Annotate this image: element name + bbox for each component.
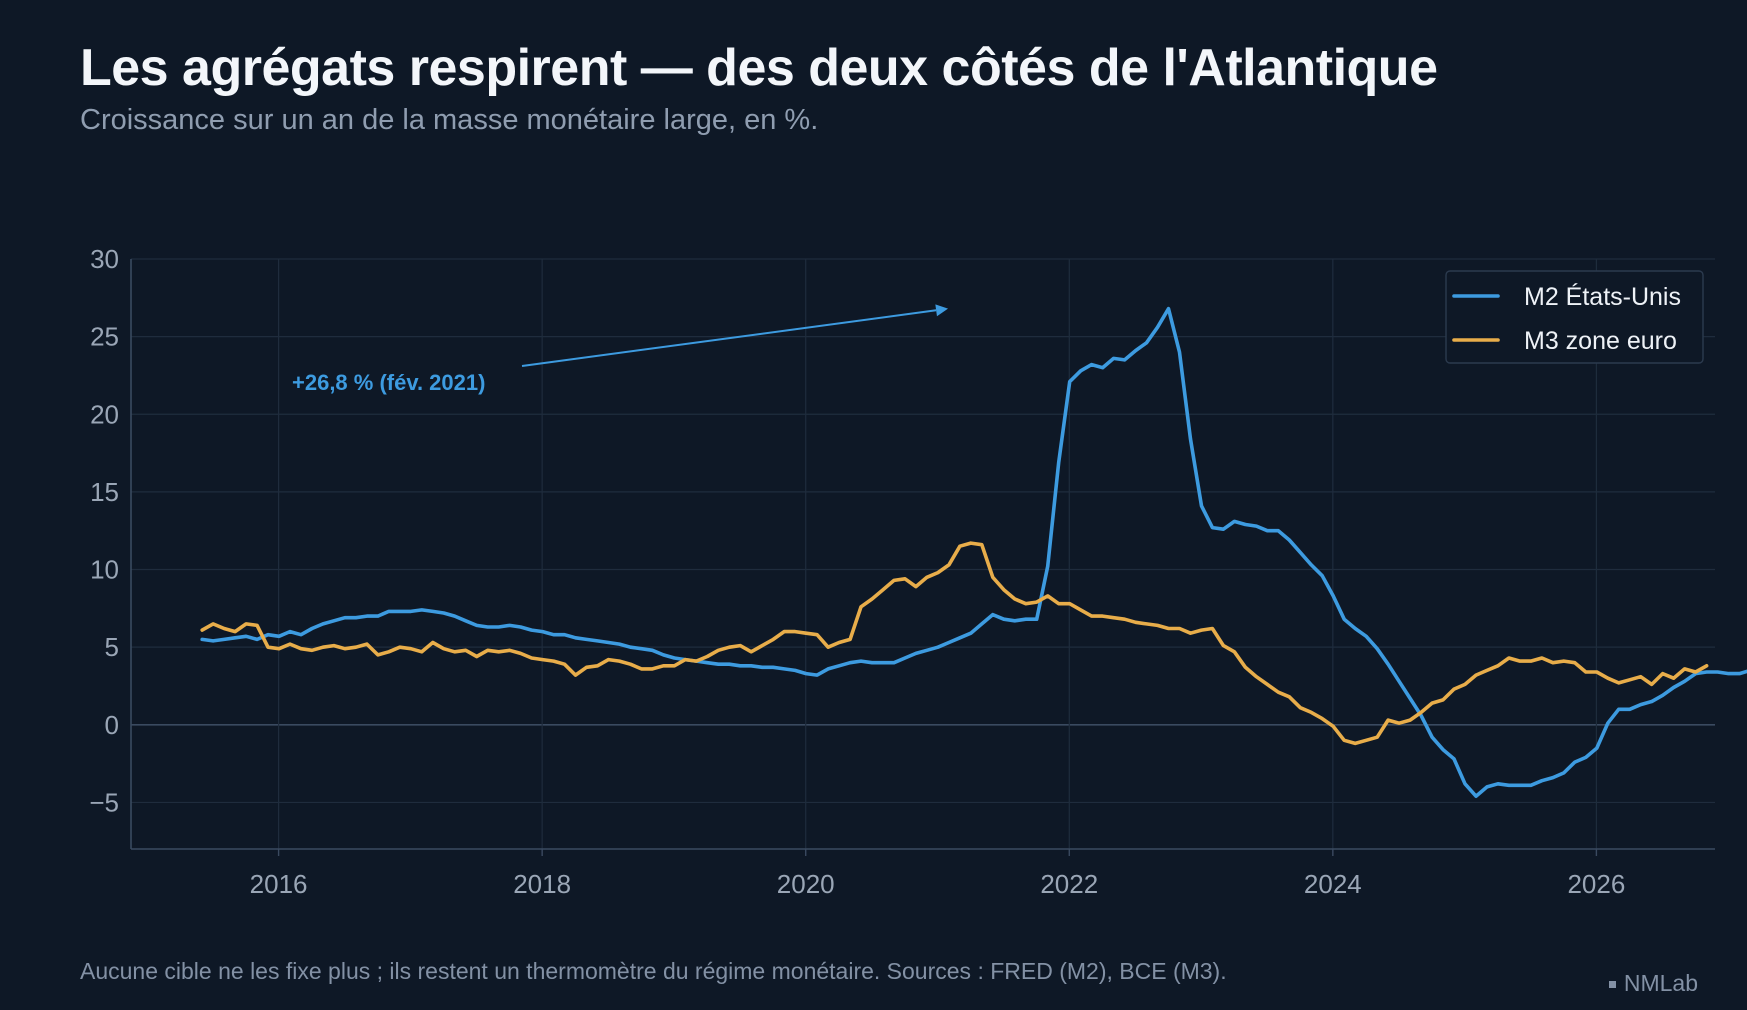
x-tick-label: 2018 [513, 869, 571, 899]
legend: M2 États-Unis M3 zone euro [1445, 270, 1704, 364]
annotation-arrow-line [521, 309, 937, 367]
series-line-m2-us [200, 306, 1747, 799]
chart-subtitle: Croissance sur un an de la masse monétai… [80, 104, 819, 136]
y-tick-label: 20 [90, 399, 119, 429]
tick-labels: −5 0 5 10 15 20 25 30 2016 2018 2020 2022 2024 2026 [89, 244, 1625, 899]
y-tick-label: 25 [90, 322, 119, 352]
series-line-m3-euro [200, 541, 1709, 746]
brand-text: NMLab [1623, 970, 1698, 996]
x-tick-label: 2022 [1040, 869, 1098, 899]
series-lines [200, 306, 1747, 799]
y-tick-label: 10 [90, 555, 119, 585]
x-tick-label: 2024 [1304, 869, 1362, 899]
x-tick-label: 2026 [1567, 869, 1625, 899]
brand-label: NMLab [1608, 970, 1698, 997]
y-tick-label: −5 [89, 787, 119, 817]
legend-label: M2 États-Unis [1524, 282, 1681, 311]
chart-title: Les agrégats respirent — des deux côtés … [80, 39, 1438, 97]
x-tick-label: 2020 [777, 869, 835, 899]
legend-box [1445, 270, 1704, 364]
brand-square-icon [1608, 981, 1616, 989]
annotation-arrowhead [935, 304, 949, 317]
annotation-label: +26,8 % (fév. 2021) [292, 370, 485, 395]
peak-annotation: +26,8 % (fév. 2021) [292, 304, 949, 395]
footer-note: Aucune cible ne les fixe plus ; ils rest… [80, 958, 1227, 984]
x-tick-label: 2016 [250, 869, 308, 899]
y-tick-label: 15 [90, 477, 119, 507]
legend-label: M3 zone euro [1524, 327, 1677, 355]
y-tick-label: 5 [105, 632, 119, 662]
axes [130, 259, 1715, 856]
y-tick-label: 0 [105, 710, 119, 740]
y-tick-label: 30 [90, 244, 119, 274]
